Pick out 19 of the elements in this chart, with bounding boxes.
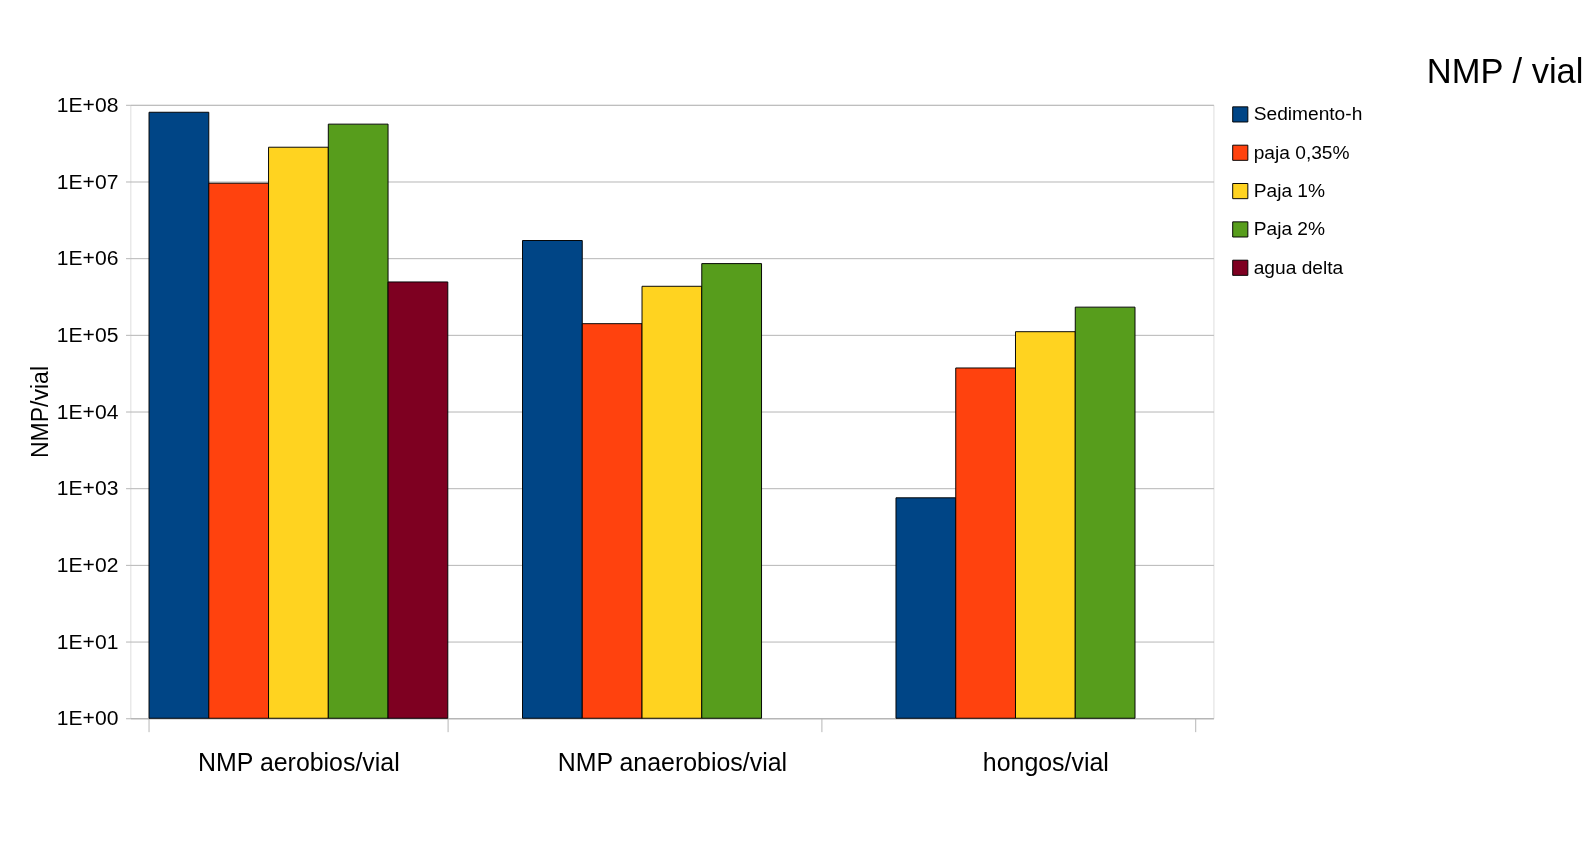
y-tick-label: 1E+08 [56,93,119,117]
y-tick-label: 1E+06 [56,246,119,270]
legend-label: Sedimento-h [1253,103,1363,125]
legend-label: agua delta [1253,256,1344,278]
y-tick-label: 1E+02 [56,553,119,577]
x-tick-label: NMP anaerobios/vial [557,748,788,777]
y-axis-title: NMP/vial [27,366,54,459]
legend-label: Paja 1% [1253,179,1326,201]
y-tick-label: 1E+01 [56,629,119,653]
x-tick-label: hongos/vial [982,748,1109,777]
y-tick-label: 1E+07 [56,169,119,193]
x-tick-label: NMP aerobios/vial [198,748,400,777]
y-tick-label: 1E+00 [56,706,119,730]
y-tick-label: 1E+04 [56,399,119,423]
legend-label: Paja 2% [1253,218,1326,240]
text: NMP / vial [1426,51,1584,90]
y-tick-label: 1E+05 [56,323,119,347]
y-tick-label: 1E+03 [56,476,119,500]
legend-label: paja 0,35% [1253,141,1350,163]
